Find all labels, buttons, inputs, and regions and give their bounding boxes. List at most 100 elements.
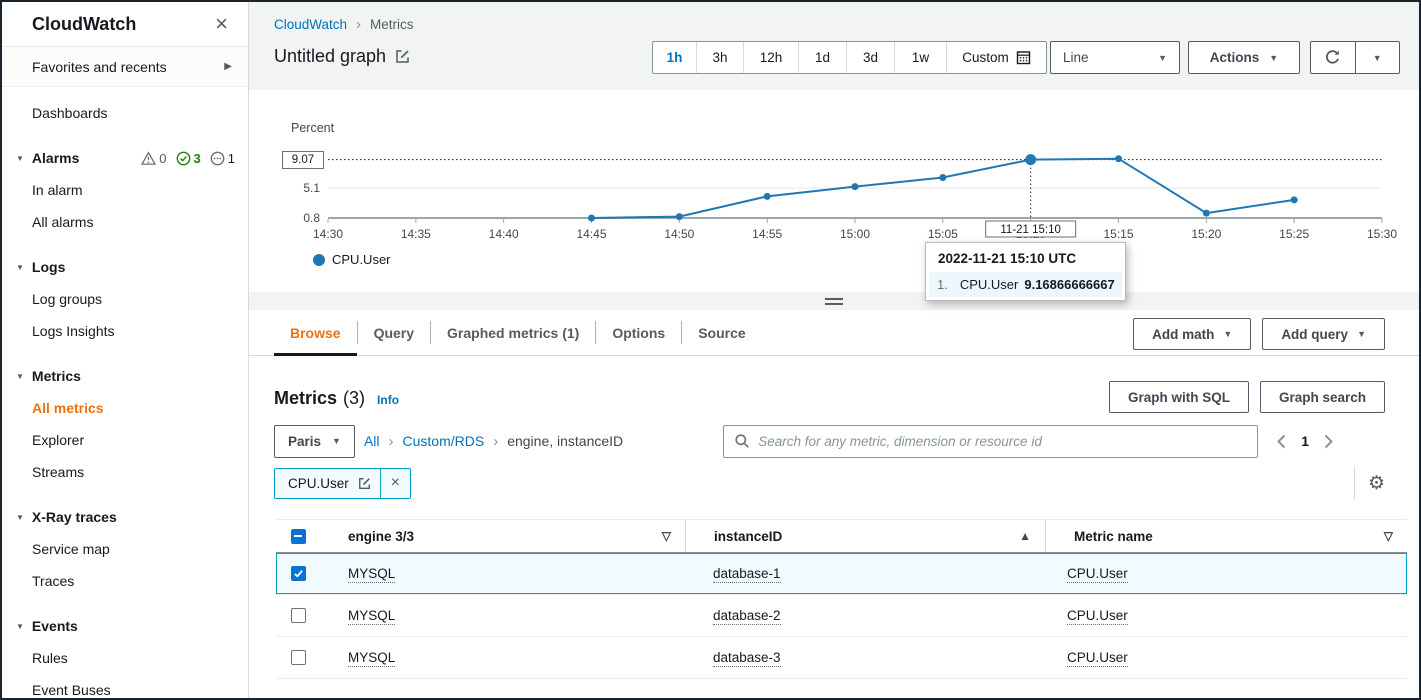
tab-graphed-metrics[interactable]: Graphed metrics (1) — [447, 324, 580, 341]
in-alarm-badge[interactable]: 0 — [141, 151, 167, 166]
refresh-button[interactable] — [1311, 42, 1355, 73]
row-checkbox[interactable] — [290, 650, 306, 665]
row-checkbox[interactable] — [290, 608, 306, 623]
sidebar-item-all-metrics[interactable]: All metrics — [32, 400, 104, 416]
breadcrumb-separator: › — [493, 432, 499, 450]
metrics-controls-row: Paris ▼ All › Custom/RDS › engine, insta… — [274, 424, 1385, 458]
time-range-3h[interactable]: 3h — [697, 42, 744, 73]
filter-chip-row: CPU.User × ⚙ — [274, 466, 1385, 500]
chip-label: CPU.User — [288, 475, 349, 491]
table-row[interactable]: MYSQL database-1 CPU.User — [276, 553, 1407, 595]
splitter-handle-icon[interactable] — [825, 297, 843, 305]
y-axis-hover-value: 9.07 — [282, 151, 324, 169]
sidebar-section-xray[interactable]: ▼ X-Ray traces — [16, 509, 117, 525]
ok-alarms-badge[interactable]: 3 — [176, 151, 201, 166]
timeseries-chart[interactable]: 14:30 14:35 14:40 14:45 14:50 14:55 15:00 15:05… — [249, 90, 1419, 245]
add-query-button[interactable]: Add query ▼ — [1262, 318, 1385, 350]
cell-engine[interactable]: MYSQL — [348, 650, 396, 667]
sort-icon[interactable]: ▽ — [661, 529, 671, 543]
region-select[interactable]: Paris ▼ — [274, 424, 355, 458]
table-row[interactable]: MYSQL database-2 CPU.User — [276, 595, 1407, 637]
table-row[interactable]: MYSQL database-3 CPU.User — [276, 637, 1407, 679]
metric-search-box — [723, 424, 1259, 458]
page-title: Untitled graph — [274, 46, 387, 66]
namespace-breadcrumb-custom-rds[interactable]: Custom/RDS — [402, 433, 485, 449]
time-range-1d[interactable]: 1d — [799, 42, 847, 73]
graph-with-sql-button[interactable]: Graph with SQL — [1108, 381, 1249, 413]
tab-source[interactable]: Source — [698, 324, 746, 341]
time-range-1h[interactable]: 1h — [653, 42, 697, 73]
edit-chip-icon[interactable] — [358, 477, 371, 490]
breadcrumb-separator: › — [388, 432, 394, 450]
namespace-breadcrumb-all[interactable]: All — [363, 433, 380, 449]
edit-title-icon[interactable] — [395, 49, 410, 64]
sidebar-section-alarms[interactable]: ▼ Alarms 0 3 1 — [2, 142, 248, 174]
time-range-1w[interactable]: 1w — [895, 42, 947, 73]
y-axis-unit-label: Percent — [291, 121, 335, 135]
tab-browse[interactable]: Browse — [274, 310, 357, 356]
sidebar-item-explorer[interactable]: Explorer — [32, 432, 85, 448]
remove-chip-icon[interactable]: × — [379, 468, 410, 498]
sidebar-item-dashboards[interactable]: Dashboards — [32, 105, 108, 121]
time-range-custom[interactable]: Custom — [947, 42, 1046, 73]
metric-filter-chip: CPU.User × — [274, 467, 411, 499]
row-checkbox-checked[interactable] — [290, 566, 306, 581]
svg-text:15:20: 15:20 — [1191, 227, 1221, 241]
sidebar-item-streams[interactable]: Streams — [32, 464, 85, 480]
chevron-down-icon: ▼ — [1158, 52, 1167, 63]
breadcrumb-separator: › — [356, 16, 362, 33]
next-page-button[interactable] — [1324, 434, 1333, 449]
cell-engine[interactable]: MYSQL — [348, 566, 396, 583]
sort-asc-icon[interactable]: ▲ — [1019, 529, 1031, 543]
chevron-down-icon: ▼ — [1372, 52, 1382, 63]
time-range-3d[interactable]: 3d — [847, 42, 895, 73]
sidebar-item-in-alarm[interactable]: In alarm — [32, 182, 83, 198]
chart-legend-item[interactable]: CPU.User — [313, 252, 391, 267]
ellipsis-circle-icon — [210, 151, 225, 165]
chart-type-select[interactable]: Line ▼ — [1050, 41, 1180, 74]
sidebar-title: CloudWatch — [32, 13, 137, 34]
metric-search-input[interactable] — [758, 433, 1248, 449]
info-link[interactable]: Info — [377, 393, 400, 407]
tab-options[interactable]: Options — [612, 324, 666, 341]
chevron-down-icon: ▼ — [16, 262, 24, 272]
refresh-options-button[interactable]: ▼ — [1354, 42, 1400, 73]
add-math-button[interactable]: Add math ▼ — [1133, 318, 1252, 350]
settings-gear-icon[interactable]: ⚙ — [1367, 472, 1385, 494]
sidebar-section-metrics[interactable]: ▼ Metrics — [16, 368, 81, 384]
close-icon[interactable]: × — [215, 11, 228, 36]
cell-engine[interactable]: MYSQL — [348, 608, 396, 625]
sidebar-item-rules[interactable]: Rules — [32, 650, 68, 666]
insufficient-data-badge[interactable]: 1 — [210, 151, 235, 166]
column-header-instanceid: instanceID — [714, 528, 783, 544]
pagination: 1 — [1277, 433, 1333, 449]
cell-metric-name[interactable]: CPU.User — [1067, 608, 1128, 625]
sort-icon[interactable]: ▽ — [1383, 529, 1393, 543]
breadcrumb-cloudwatch[interactable]: CloudWatch — [274, 17, 348, 32]
panel-splitter[interactable] — [249, 292, 1419, 310]
time-range-12h[interactable]: 12h — [744, 42, 799, 73]
sidebar-section-logs[interactable]: ▼ Logs — [16, 259, 66, 275]
cell-instanceid[interactable]: database-2 — [713, 608, 781, 625]
previous-page-button[interactable] — [1277, 434, 1286, 449]
graph-search-button[interactable]: Graph search — [1259, 381, 1385, 413]
tab-query[interactable]: Query — [373, 324, 415, 341]
svg-text:14:35: 14:35 — [401, 227, 431, 241]
sidebar-item-service-map[interactable]: Service map — [32, 541, 110, 557]
breadcrumb: CloudWatch › Metrics — [274, 16, 414, 33]
sidebar-item-event-buses[interactable]: Event Buses — [32, 682, 111, 698]
sidebar-item-all-alarms[interactable]: All alarms — [32, 214, 94, 230]
cell-instanceid[interactable]: database-1 — [713, 566, 781, 583]
cell-instanceid[interactable]: database-3 — [713, 650, 781, 667]
sidebar-item-logs-insights[interactable]: Logs Insights — [32, 323, 115, 339]
sidebar-item-log-groups[interactable]: Log groups — [32, 291, 103, 307]
cell-metric-name[interactable]: CPU.User — [1067, 566, 1128, 583]
sidebar-item-traces[interactable]: Traces — [32, 573, 75, 589]
svg-text:15:05: 15:05 — [928, 227, 958, 241]
cell-metric-name[interactable]: CPU.User — [1067, 650, 1128, 667]
select-all-checkbox[interactable] — [290, 528, 306, 544]
sidebar-item-favorites[interactable]: Favorites and recents ▶ — [2, 47, 248, 87]
actions-button[interactable]: Actions ▼ — [1188, 41, 1300, 74]
sidebar-section-events[interactable]: ▼ Events — [16, 618, 78, 634]
